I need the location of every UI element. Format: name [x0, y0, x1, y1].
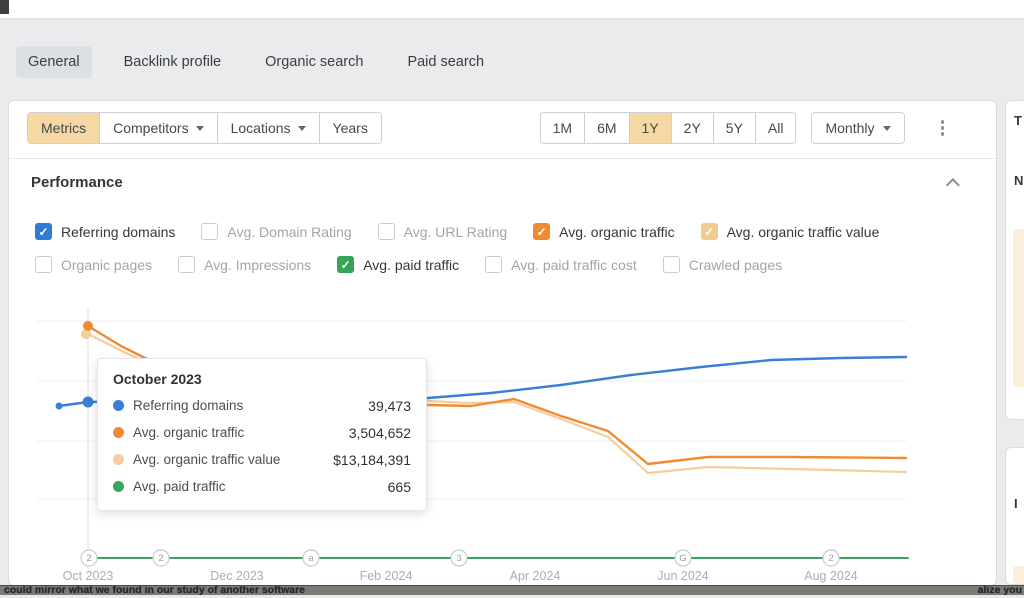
svg-text:Dec 2023: Dec 2023 — [210, 569, 264, 583]
tab-paid-search[interactable]: Paid search — [407, 54, 485, 70]
divider — [9, 158, 996, 159]
svg-text:2: 2 — [86, 553, 91, 564]
report-tabs: General Backlink profile Organic search … — [16, 46, 496, 78]
overview-panel: Metrics Competitors Locations Years 1M 6… — [8, 100, 997, 586]
competitors-dropdown[interactable]: Competitors — [100, 113, 218, 143]
checkbox-checked-icon[interactable]: ✓ — [35, 223, 52, 240]
range-1m-button[interactable]: 1M — [540, 113, 586, 143]
svg-text:Oct 2023: Oct 2023 — [63, 569, 114, 583]
metrics-button-label: Metrics — [41, 120, 87, 136]
tooltip-row: Avg. paid traffic 665 — [113, 473, 411, 500]
metric-avg-organic-traffic-value[interactable]: ✓ Avg. organic traffic value — [700, 223, 879, 240]
section-title-performance: Performance — [31, 174, 123, 191]
checkbox-unchecked-icon[interactable]: ✓ — [178, 256, 196, 273]
metric-avg-organic-traffic[interactable]: ✓ Avg. organic traffic — [533, 223, 675, 240]
competitors-label: Competitors — [113, 120, 189, 136]
checkbox-unchecked-icon[interactable]: ✓ — [485, 256, 503, 273]
series-dot-icon — [113, 454, 124, 465]
metrics-button[interactable]: Metrics — [28, 113, 101, 143]
range-5y-button[interactable]: 5Y — [713, 113, 756, 143]
tooltip-row: Avg. organic traffic value $13,184,391 — [113, 446, 411, 473]
chevron-up-icon[interactable] — [945, 177, 960, 192]
metric-referring-domains[interactable]: ✓ Referring domains — [35, 223, 175, 240]
svg-text:2: 2 — [828, 553, 833, 564]
checkbox-unchecked-icon[interactable]: ✓ — [377, 223, 395, 240]
metric-crawled-pages[interactable]: ✓ Crawled pages — [662, 256, 782, 273]
metric-avg-paid-traffic-cost[interactable]: ✓ Avg. paid traffic cost — [485, 256, 637, 273]
range-all-button[interactable]: All — [755, 113, 796, 143]
side-panel-card-bottom: I — [1005, 447, 1024, 585]
truncated-text: N — [1014, 173, 1024, 188]
background-page-strip: could mirror what we found in our study … — [0, 585, 1024, 595]
svg-text:Apr 2024: Apr 2024 — [510, 569, 561, 583]
chart-hover-tooltip: October 2023 Referring domains 39,473 Av… — [97, 358, 427, 511]
granularity-label: Monthly — [825, 120, 875, 136]
range-1y-button[interactable]: 1Y — [629, 113, 672, 143]
truncated-text: T — [1014, 113, 1022, 128]
chevron-down-icon — [882, 126, 891, 131]
chevron-down-icon — [297, 126, 306, 131]
metrics-toggle-row-2: ✓ Organic pages ✓ Avg. Impressions ✓ Avg… — [35, 256, 782, 273]
metric-avg-paid-traffic[interactable]: ✓ Avg. paid traffic — [337, 256, 459, 273]
years-label: Years — [332, 120, 368, 136]
svg-text:Aug 2024: Aug 2024 — [804, 569, 858, 583]
tooltip-row: Avg. organic traffic 3,504,652 — [113, 419, 411, 446]
metric-organic-pages[interactable]: ✓ Organic pages — [35, 256, 152, 273]
svg-text:G: G — [679, 553, 686, 564]
background-text: could mirror what we found in our study … — [4, 585, 306, 595]
svg-text:Jun 2024: Jun 2024 — [657, 569, 708, 583]
time-range-switcher: 1M 6M 1Y 2Y 5Y All — [539, 112, 797, 144]
metric-avg-impressions[interactable]: ✓ Avg. Impressions — [178, 256, 311, 273]
browser-top-strip — [0, 0, 1024, 18]
locations-dropdown[interactable]: Locations — [217, 113, 320, 143]
highlight-box-edge — [1013, 566, 1024, 584]
view-switcher: Metrics Competitors Locations Years — [27, 112, 382, 144]
side-panel-card-top: T N — [1005, 100, 1024, 420]
chevron-down-icon — [195, 126, 204, 131]
checkbox-checked-icon[interactable]: ✓ — [337, 256, 355, 273]
window-corner-decoration — [0, 0, 9, 14]
background-text: alize you — [977, 585, 1022, 595]
checkbox-unchecked-icon[interactable]: ✓ — [35, 256, 52, 273]
checkbox-checked-icon[interactable]: ✓ — [700, 223, 718, 240]
tab-general[interactable]: General — [16, 46, 92, 78]
tab-organic-search[interactable]: Organic search — [265, 54, 364, 70]
svg-text:a: a — [308, 553, 314, 564]
truncated-text: I — [1014, 496, 1018, 511]
range-6m-button[interactable]: 6M — [585, 113, 630, 143]
series-dot-icon — [113, 400, 124, 411]
range-2y-button[interactable]: 2Y — [671, 113, 714, 143]
years-button[interactable]: Years — [319, 113, 381, 143]
highlight-box-edge — [1013, 229, 1024, 387]
svg-text:Feb 2024: Feb 2024 — [360, 569, 413, 583]
svg-text:2: 2 — [158, 553, 163, 564]
series-dot-icon — [113, 481, 124, 492]
metrics-toggle-row-1: ✓ Referring domains ✓ Avg. Domain Rating… — [35, 223, 879, 240]
kebab-menu-icon[interactable] — [935, 116, 951, 140]
granularity-dropdown[interactable]: Monthly — [811, 112, 905, 144]
tooltip-row: Referring domains 39,473 — [113, 392, 411, 419]
metric-avg-url-rating[interactable]: ✓ Avg. URL Rating — [377, 223, 507, 240]
checkbox-unchecked-icon[interactable]: ✓ — [201, 223, 219, 240]
metric-avg-domain-rating[interactable]: ✓ Avg. Domain Rating — [201, 223, 352, 240]
checkbox-unchecked-icon[interactable]: ✓ — [662, 256, 680, 273]
locations-label: Locations — [230, 120, 291, 136]
tooltip-date-title: October 2023 — [113, 371, 202, 387]
checkbox-checked-icon[interactable]: ✓ — [533, 223, 551, 240]
series-dot-icon — [113, 427, 124, 438]
tab-backlink-profile[interactable]: Backlink profile — [123, 54, 222, 70]
svg-text:3: 3 — [456, 553, 461, 564]
chart-toolbar: Metrics Competitors Locations Years 1M 6… — [27, 112, 978, 144]
